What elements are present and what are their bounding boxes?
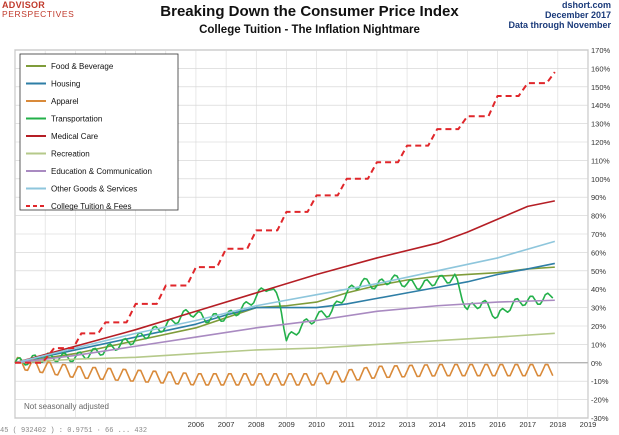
x-tick-label: 2007 (218, 420, 235, 429)
x-tick-label: 2015 (459, 420, 476, 429)
x-tick-label: 2016 (489, 420, 506, 429)
y-tick-label: 70% (591, 230, 606, 239)
y-tick-label: 0% (591, 359, 602, 368)
y-tick-label: 130% (591, 120, 611, 129)
legend-label: Food & Beverage (51, 62, 114, 71)
x-tick-label: 2017 (519, 420, 536, 429)
source-site: dshort.com (561, 0, 611, 10)
series-line-recreation (14, 332, 555, 364)
y-tick-label: 150% (591, 83, 611, 92)
legend-label: Transportation (51, 115, 102, 124)
y-tick-label: 100% (591, 175, 611, 184)
source-date: December 2017 (544, 10, 611, 20)
legend-label: Recreation (51, 150, 90, 159)
y-tick-label: 110% (591, 156, 610, 165)
y-tick-label: -10% (591, 377, 609, 386)
y-tick-label: 20% (591, 322, 606, 331)
x-tick-label: 2006 (188, 420, 205, 429)
x-tick-label: 2013 (399, 420, 416, 429)
series-line-housing (14, 262, 555, 364)
x-tick-label: 2009 (278, 420, 295, 429)
series-line-apparel (14, 356, 554, 386)
logo-line1: ADVISOR (2, 0, 46, 10)
chart-note: Not seasonally adjusted (24, 402, 109, 411)
legend-label: Housing (51, 80, 80, 89)
y-tick-label: 50% (591, 267, 606, 276)
x-tick-label: 2010 (308, 420, 325, 429)
series-line-education-communication (14, 299, 555, 364)
y-tick-label: 60% (591, 248, 606, 257)
source-data-through: Data through November (508, 20, 611, 30)
chart-subtitle: College Tuition - The Inflation Nightmar… (199, 24, 420, 36)
legend-label: Apparel (51, 97, 79, 106)
footer-text: 45 ( 932402 ) : 0.9751 · 66 ... 432 (0, 427, 148, 435)
x-tick-label: 2019 (580, 420, 597, 429)
y-tick-label: 80% (591, 212, 606, 221)
y-tick-label: 170% (591, 46, 611, 55)
series-line-other-goods-services (14, 240, 556, 364)
legend-box (19, 53, 179, 211)
logo-line2: PERSPECTIVES (2, 9, 75, 19)
y-tick-label: 40% (591, 285, 606, 294)
legend-label: Education & Communication (51, 167, 152, 176)
legend-label: Medical Care (51, 132, 99, 141)
y-tick-label: 160% (591, 64, 611, 73)
x-tick-label: 2012 (369, 420, 386, 429)
legend-label: College Tuition & Fees (51, 202, 132, 211)
x-tick-label: 2018 (549, 420, 566, 429)
y-tick-label: 140% (591, 101, 611, 110)
series-line-medical-care (14, 200, 555, 364)
legend-label: Other Goods & Services (51, 185, 137, 194)
y-tick-label: 30% (591, 304, 606, 313)
y-tick-label: -20% (591, 396, 609, 405)
y-tick-label: 120% (591, 138, 611, 147)
x-tick-label: 2011 (339, 420, 355, 429)
advisor-perspectives-logo: ADVISOR PERSPECTIVES (2, 1, 74, 19)
x-tick-label: 2014 (429, 420, 446, 429)
y-tick-label: 10% (591, 340, 606, 349)
y-tick-label: 90% (591, 193, 606, 202)
chart-title: Breaking Down the Consumer Price Index (160, 3, 459, 20)
x-tick-label: 2008 (248, 420, 265, 429)
y-tick-label: -30% (591, 414, 609, 423)
series-line-college-tuition-fees (15, 71, 556, 364)
